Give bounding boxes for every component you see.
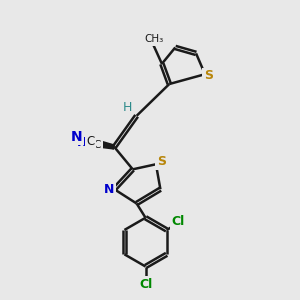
Text: N: N [77, 136, 87, 149]
Text: Cl: Cl [172, 215, 185, 228]
Text: N: N [70, 130, 82, 144]
Text: H: H [122, 101, 132, 114]
Text: Cl: Cl [139, 278, 152, 291]
Text: N: N [104, 183, 114, 196]
Text: CH₃: CH₃ [144, 34, 163, 44]
Text: C: C [94, 140, 101, 150]
Text: C: C [86, 136, 95, 148]
Text: S: S [204, 69, 213, 82]
Text: S: S [157, 155, 166, 168]
